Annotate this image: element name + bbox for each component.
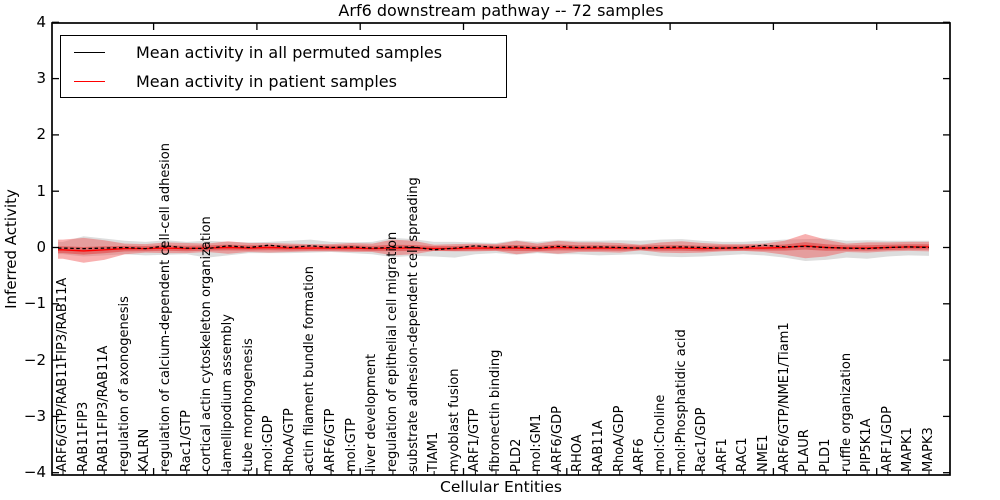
x-tick-label: TIAM1	[426, 431, 442, 472]
x-tick-label: ARF6/GDP	[549, 406, 565, 472]
x-tick-label: ARF1/GTP	[467, 408, 483, 472]
legend-entry-patient: Mean activity in patient samples	[61, 69, 397, 93]
y-tick-label: −3	[23, 406, 46, 425]
x-tick-label: ruffle organization	[838, 352, 854, 472]
y-tick-label: 1	[36, 181, 46, 200]
x-tick-label: ARF1/GDP	[879, 406, 895, 472]
x-tick-label: MAPK3	[921, 427, 936, 472]
legend-line-black	[74, 51, 105, 53]
x-tick-label: Rac1/GTP	[178, 410, 194, 472]
x-tick-label: PLD1	[817, 438, 833, 472]
x-tick-label: actin filament bundle formation	[302, 266, 318, 472]
x-tick-label: ARF6	[632, 438, 648, 472]
plot-frame	[51, 22, 951, 476]
x-tick-label: lamellipodium assembly	[219, 314, 235, 472]
x-tick-label: RhoA/GTP	[281, 408, 297, 472]
x-tick-label: RAC1	[735, 437, 751, 472]
x-axis-title: Cellular Entities	[440, 478, 562, 496]
x-tick-label: RAB11FIP3	[75, 401, 91, 472]
mean-permuted-line	[57, 244, 930, 251]
legend-box: Mean activity in all permuted samples Me…	[60, 35, 507, 98]
x-tick-label: regulation of axonogenesis	[116, 296, 132, 472]
x-tick-label: PLD2	[508, 438, 524, 472]
x-tick-label: regulation of calcium-dependent cell-cel…	[158, 143, 174, 472]
chart-title: Arf6 downstream pathway -- 72 samples	[338, 1, 664, 20]
x-tick-label: mol:Choline	[652, 394, 668, 472]
x-tick-label: ARF1	[714, 438, 730, 472]
legend-line-red	[74, 80, 105, 82]
x-tick-label: mol:Phosphatidic acid	[673, 329, 689, 472]
x-tick-label: cortical actin cytoskeleton organization	[199, 216, 215, 472]
x-tick-label: ARF6/GTP/RAB11FIP3/RAB11A	[55, 277, 70, 472]
x-tick-label: Rac1/GDP	[694, 407, 710, 472]
x-tick-label: mol:GTP	[343, 418, 359, 472]
x-tick-label: KALRN	[137, 428, 153, 472]
x-tick-label: PLAUR	[797, 429, 813, 472]
y-tick-label: −1	[23, 294, 46, 313]
x-tick-label: ARF6/GTP	[323, 408, 339, 472]
x-tick-label: liver development	[364, 353, 380, 472]
legend-label: Mean activity in all permuted samples	[136, 42, 443, 62]
x-tick-label: RAB11A	[591, 420, 607, 472]
x-tick-label: mol:GM1	[529, 413, 545, 472]
y-tick-label: −2	[23, 350, 46, 369]
x-tick-label: myoblast fusion	[446, 368, 462, 472]
y-tick-label: 3	[36, 69, 46, 88]
x-tick-label: RHOA	[570, 434, 586, 472]
x-tick-label: PIP5K1A	[859, 418, 875, 472]
y-axis-title: Inferred Activity	[2, 189, 20, 309]
x-tick-label: substrate adhesion-dependent cell spread…	[405, 177, 421, 472]
mean-patient-line	[57, 245, 929, 252]
legend-entry-permuted: Mean activity in all permuted samples	[61, 40, 442, 64]
y-tick-label: 2	[36, 125, 46, 144]
x-tick-label: tube morphogenesis	[240, 338, 256, 472]
x-tick-label: fibronectin binding	[488, 349, 503, 472]
legend-label: Mean activity in patient samples	[136, 71, 397, 91]
y-tick-label: −4	[23, 463, 46, 482]
x-tick-label: RhoA/GDP	[611, 405, 627, 472]
x-tick-label: mol:GDP	[261, 415, 277, 472]
x-tick-label: RAB11FIP3/RAB11A	[96, 345, 112, 472]
x-tick-label: MAPK1	[900, 427, 916, 472]
y-tick-label: 4	[36, 12, 46, 31]
x-tick-label: ARF6/GTP/NME1/Tiam1	[776, 322, 792, 472]
y-tick-label: 0	[36, 238, 46, 256]
x-tick-label: regulation of epithelial cell migration	[384, 231, 400, 472]
x-tick-label: NME1	[756, 434, 772, 472]
